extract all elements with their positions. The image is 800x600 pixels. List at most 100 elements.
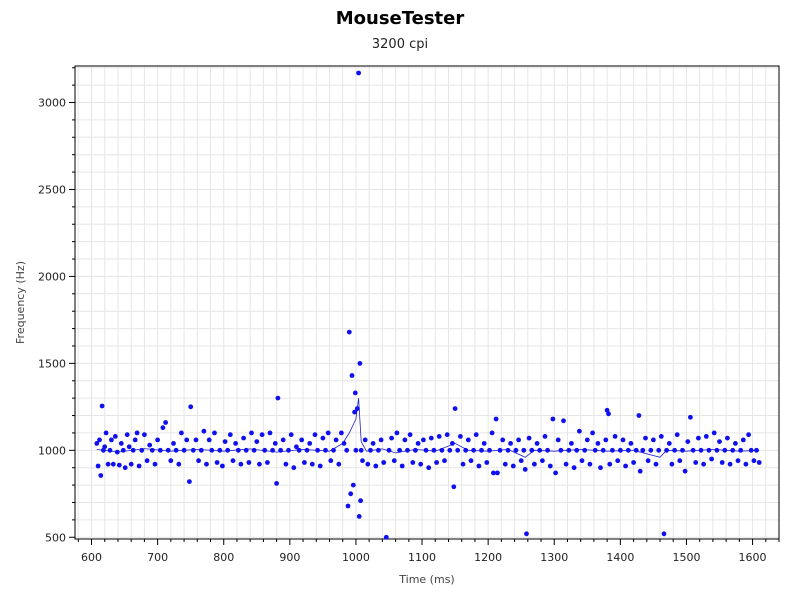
data-point	[476, 463, 482, 469]
data-point	[357, 361, 363, 366]
data-point	[356, 70, 361, 76]
data-point	[584, 437, 590, 443]
data-point	[484, 460, 490, 465]
data-point	[356, 514, 362, 519]
data-point	[571, 465, 577, 471]
data-point	[410, 460, 416, 465]
data-point	[738, 447, 744, 453]
data-point	[688, 414, 693, 420]
data-point	[645, 458, 651, 464]
data-point	[633, 447, 639, 453]
data-point	[352, 390, 358, 396]
y-axis-ticks: 500 1000 1500 2000 2500 3000	[38, 67, 75, 544]
data-point	[280, 437, 286, 443]
data-point	[142, 432, 147, 438]
data-point	[709, 456, 714, 462]
data-point	[534, 441, 540, 446]
data-point	[196, 458, 202, 464]
data-point	[157, 447, 163, 453]
data-point	[134, 430, 140, 436]
data-point	[399, 463, 405, 469]
data-point	[358, 447, 364, 453]
data-point	[227, 432, 233, 438]
data-point	[171, 441, 176, 446]
data-point	[275, 395, 281, 401]
data-point	[124, 432, 130, 438]
data-point	[690, 447, 696, 453]
data-point	[696, 435, 701, 441]
data-point	[455, 447, 461, 453]
data-point	[144, 458, 150, 464]
data-point	[428, 435, 434, 441]
data-point	[648, 447, 654, 453]
data-point	[323, 447, 328, 453]
data-point	[620, 437, 626, 443]
data-point	[756, 460, 762, 465]
data-point	[309, 461, 315, 467]
data-point	[725, 435, 730, 441]
data-point	[165, 447, 171, 453]
data-point	[460, 461, 466, 467]
data-point	[233, 441, 239, 446]
data-point	[217, 447, 223, 453]
data-point	[413, 447, 418, 453]
data-point	[358, 498, 363, 504]
data-point	[341, 441, 347, 446]
data-point	[618, 447, 623, 453]
data-point	[754, 447, 759, 453]
data-point	[188, 404, 194, 410]
plot-frame	[74, 65, 780, 540]
data-point	[542, 434, 548, 439]
data-point	[348, 491, 354, 497]
data-point	[625, 447, 631, 453]
data-point	[640, 447, 646, 453]
x-axis-ticks: 600 700 800 900 1000 1100 1200 1300 1400 1500 1600	[77, 539, 780, 564]
data-point	[658, 434, 664, 439]
data-point	[296, 447, 302, 453]
data-point	[513, 447, 519, 453]
data-point	[241, 435, 247, 441]
data-point	[257, 461, 262, 467]
data-point	[661, 531, 667, 537]
data-point	[262, 447, 268, 453]
data-point	[405, 447, 410, 453]
data-point	[206, 437, 212, 443]
data-point	[344, 447, 350, 453]
data-point	[415, 441, 421, 446]
data-point	[320, 435, 326, 441]
data-point	[497, 447, 503, 453]
data-point	[740, 437, 746, 443]
data-point	[95, 463, 101, 469]
data-point	[222, 439, 228, 444]
data-point	[628, 441, 634, 446]
data-point	[272, 441, 278, 446]
data-point	[368, 447, 373, 453]
data-point	[421, 437, 426, 443]
data-point	[336, 461, 342, 467]
data-point	[463, 447, 469, 453]
data-point	[204, 461, 209, 467]
data-point	[615, 458, 621, 464]
x-tick-label: 1000	[342, 551, 370, 564]
data-point	[685, 439, 691, 444]
data-point	[103, 430, 109, 436]
data-point	[698, 447, 704, 453]
data-point	[595, 441, 601, 446]
data-point	[130, 447, 136, 453]
data-point	[532, 461, 537, 467]
data-point	[128, 461, 134, 467]
data-point	[493, 416, 499, 422]
data-point	[333, 437, 339, 443]
x-tick-label: 900	[279, 551, 300, 564]
data-point	[251, 447, 257, 453]
data-point	[682, 468, 688, 474]
data-point	[487, 447, 492, 453]
data-point	[243, 447, 249, 453]
y-tick-label: 1000	[38, 444, 66, 457]
data-points	[94, 70, 762, 540]
data-point	[98, 473, 104, 478]
data-point	[212, 430, 217, 436]
data-point	[526, 435, 532, 441]
data-point	[711, 430, 717, 436]
